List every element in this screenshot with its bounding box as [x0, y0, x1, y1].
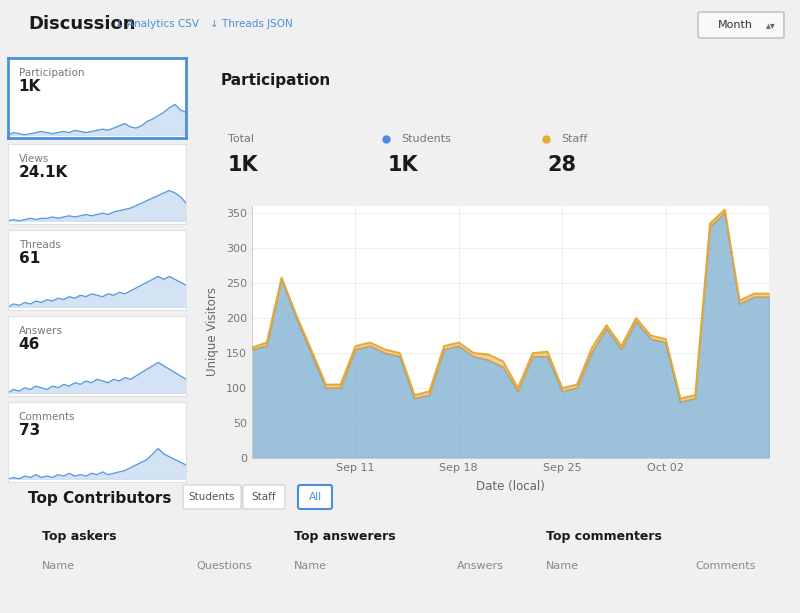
Y-axis label: Unique Visitors: Unique Visitors — [206, 287, 219, 376]
Text: 24.1K: 24.1K — [18, 165, 68, 180]
Text: Answers: Answers — [457, 560, 504, 571]
Text: Discussion: Discussion — [28, 15, 135, 33]
FancyBboxPatch shape — [298, 485, 332, 509]
Text: Students: Students — [401, 134, 451, 144]
Text: Comments: Comments — [18, 411, 75, 422]
Text: 1K: 1K — [388, 156, 418, 175]
Text: Total: Total — [228, 134, 254, 144]
Text: Comments: Comments — [695, 560, 756, 571]
Text: Name: Name — [546, 560, 579, 571]
Text: ↓ Threads JSON: ↓ Threads JSON — [210, 19, 293, 29]
Text: 61: 61 — [18, 251, 40, 266]
Text: Staff: Staff — [252, 492, 276, 502]
Text: Answers: Answers — [18, 326, 62, 335]
Text: Top Contributors: Top Contributors — [28, 490, 171, 506]
Text: 1K: 1K — [228, 156, 258, 175]
Text: Name: Name — [42, 560, 75, 571]
Text: 46: 46 — [18, 337, 40, 352]
Text: All: All — [309, 492, 322, 502]
Text: 73: 73 — [18, 423, 40, 438]
FancyBboxPatch shape — [243, 485, 285, 509]
Text: Top askers: Top askers — [42, 530, 117, 543]
Text: Views: Views — [18, 154, 49, 164]
Text: Staff: Staff — [561, 134, 587, 144]
Text: Participation: Participation — [221, 73, 330, 88]
Text: Name: Name — [294, 560, 327, 571]
X-axis label: Date (local): Date (local) — [476, 480, 545, 493]
Text: 1K: 1K — [18, 79, 41, 94]
Text: Questions: Questions — [196, 560, 252, 571]
Text: Participation: Participation — [18, 67, 84, 78]
FancyBboxPatch shape — [183, 485, 241, 509]
Text: Students: Students — [189, 492, 235, 502]
Text: Top commenters: Top commenters — [546, 530, 662, 543]
Text: Threads: Threads — [18, 240, 61, 249]
Text: ↓ Analytics CSV: ↓ Analytics CSV — [115, 19, 199, 29]
Text: ▴▾: ▴▾ — [766, 20, 776, 30]
FancyBboxPatch shape — [698, 12, 784, 38]
Text: Top answerers: Top answerers — [294, 530, 396, 543]
Text: 28: 28 — [548, 156, 577, 175]
Text: Month: Month — [718, 20, 753, 30]
